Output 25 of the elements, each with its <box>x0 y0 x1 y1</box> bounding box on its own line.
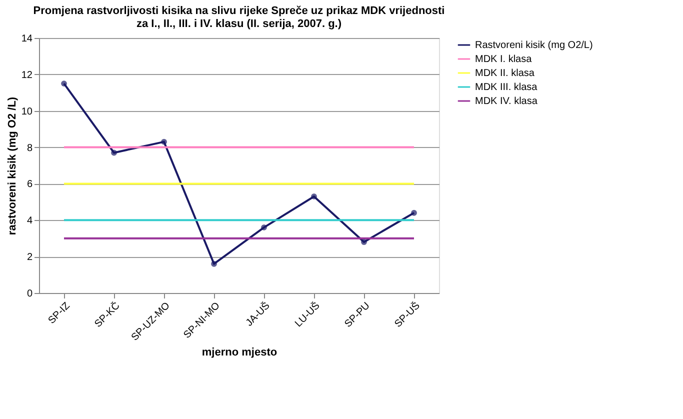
y-tick-label: 6 <box>26 179 33 190</box>
y-tick-label: 8 <box>26 142 33 154</box>
legend-label: Rastvoreni kisik (mg O2/L) <box>475 40 593 51</box>
x-axis-title: mjerno mjesto <box>202 346 278 359</box>
legend-label: MDK II. klasa <box>475 68 535 79</box>
y-tick-label: 10 <box>21 106 33 118</box>
point <box>161 138 167 145</box>
text: Promjena rastvorljivosti kisika na slivu rijeke Spreče uz prikaz MDK vrijednosti <box>33 5 445 17</box>
legend-label: MDK I. klasa <box>475 54 532 65</box>
y-axis-title: rastvoreni kisik (mg O2 /L) <box>6 96 18 236</box>
y-tick-label: 0 <box>26 288 33 300</box>
point <box>361 239 367 245</box>
y-tick-label: 2 <box>26 252 33 264</box>
point <box>261 224 267 230</box>
y-tick-label: 12 <box>21 70 33 81</box>
legend-label: MDK III. klasa <box>475 82 538 93</box>
y-tick-label: 4 <box>26 216 33 227</box>
text: za I., II., III. i IV. klasu (II. serija, 2007. g.) <box>136 18 342 30</box>
point <box>411 210 417 216</box>
point <box>111 150 117 156</box>
point <box>211 260 217 267</box>
legend-label: MDK IV. klasa <box>475 96 538 107</box>
y-tick-label: 14 <box>21 34 33 44</box>
point <box>311 194 317 200</box>
point <box>61 80 67 86</box>
